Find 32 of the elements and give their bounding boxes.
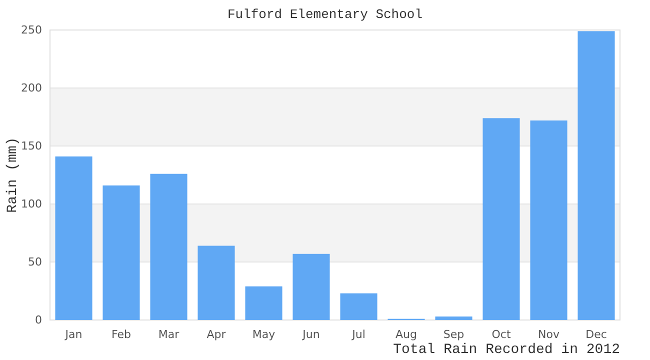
x-tick-label: May <box>252 328 276 341</box>
x-axis-title: Total Rain Recorded in 2012 <box>393 342 620 358</box>
y-tick-label: 150 <box>21 140 42 153</box>
bar <box>578 31 615 320</box>
y-tick-label: 250 <box>21 24 42 37</box>
bar <box>198 246 235 320</box>
x-tick-label: Dec <box>586 328 607 341</box>
y-tick-label: 50 <box>28 256 42 269</box>
x-tick-label: Mar <box>158 328 180 341</box>
x-tick-label: Jan <box>64 328 82 341</box>
x-tick-label: Feb <box>112 328 131 341</box>
x-tick-label: Jun <box>302 328 320 341</box>
bar <box>102 185 140 320</box>
bar <box>245 286 282 320</box>
bar <box>482 118 520 320</box>
x-tick-label: Aug <box>396 328 417 341</box>
bar <box>55 156 92 320</box>
bar <box>530 120 568 320</box>
bar <box>150 174 188 320</box>
x-tick-label: Oct <box>492 328 512 341</box>
x-tick-label: Nov <box>538 328 560 341</box>
bar <box>340 293 378 320</box>
y-tick-label: 200 <box>21 82 42 95</box>
y-tick-label: 100 <box>21 198 42 211</box>
chart-title: Fulford Elementary School <box>227 7 423 22</box>
bar <box>435 316 472 320</box>
x-tick-label: Sep <box>443 328 464 341</box>
x-tick-label: Apr <box>206 328 226 341</box>
bar <box>292 254 330 320</box>
x-tick-label: Jul <box>351 328 366 341</box>
y-axis-title: Rain (mm) <box>5 137 21 213</box>
y-tick-label: 0 <box>35 314 42 327</box>
